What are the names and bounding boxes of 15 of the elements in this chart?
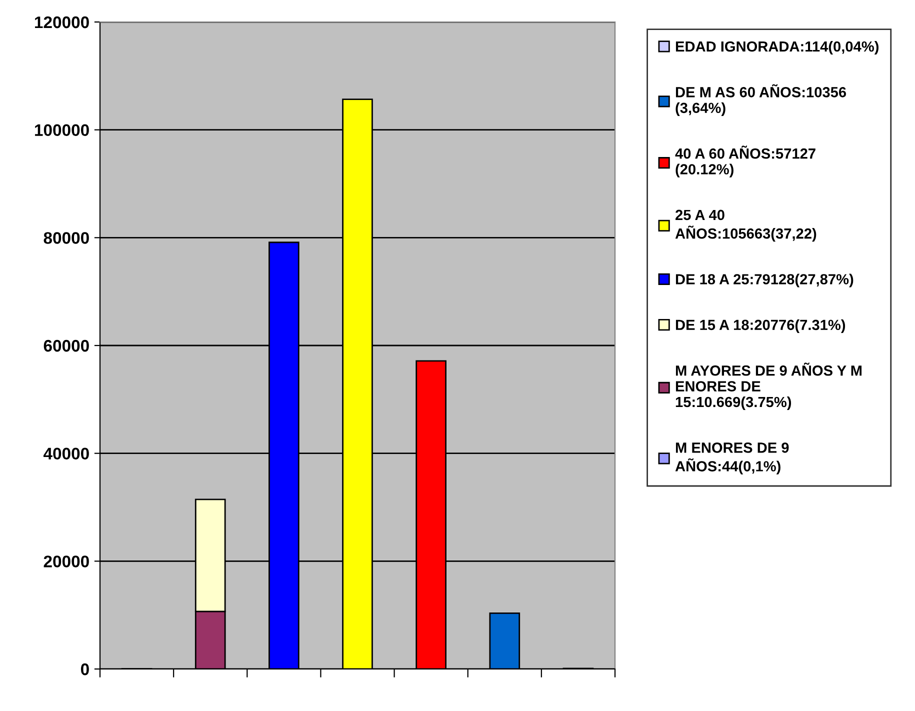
legend-label: 25 A 40 AÑOS:105663(37,22): [675, 210, 816, 242]
legend-label: DE 15 A 18:20776(7.31%): [676, 319, 846, 333]
y-tick-label: 40000: [43, 448, 89, 460]
y-tick-label: 60000: [44, 340, 89, 352]
legend-label: M ENORES DE 9 AÑOS:44(0,1%): [675, 442, 789, 474]
y-tick-label: 80000: [44, 232, 89, 244]
legend-label: DE 18 A 25:79128(27,87%): [676, 274, 854, 288]
legend-label: DE M AS 60 AÑOS:10356 (3,64%): [676, 84, 846, 116]
y-tick-label: 20000: [44, 556, 89, 568]
legend-label: 40 A 60 AÑOS:57127 (20.12%): [675, 146, 816, 178]
legend-label: M AYORES DE 9 AÑOS Y M ENORES DE 15:10.669(3.75%): [676, 362, 862, 410]
y-tick-label: 0: [80, 663, 89, 676]
y-tick-label: 120000: [35, 16, 89, 28]
y-tick-label: 100000: [35, 124, 89, 136]
legend-label: EDAD IGNORADA:114(0,04%): [676, 40, 878, 55]
